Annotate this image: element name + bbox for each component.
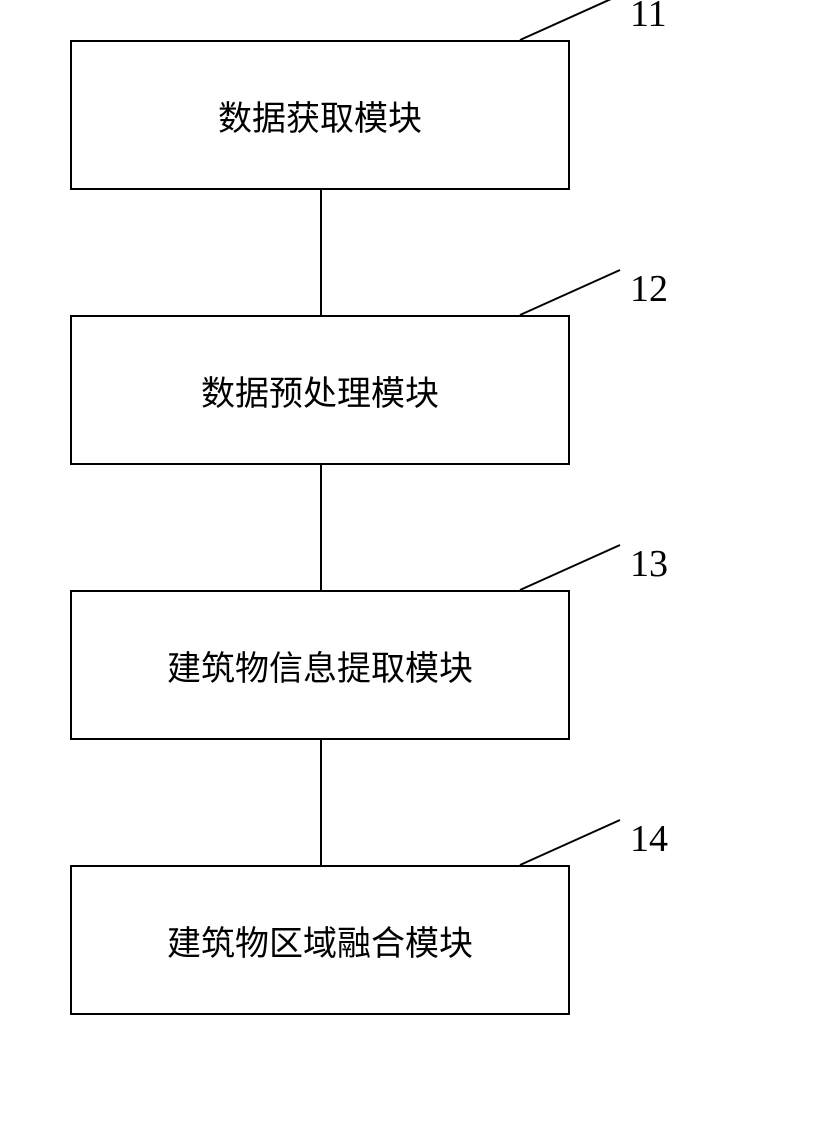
node-wrapper-1: 11 数据获取模块 [70,40,710,190]
callout-tick-1 [520,0,620,40]
node-box-1: 数据获取模块 [70,40,570,190]
callout-label-1: 11 [630,0,667,36]
callout-tick-2 [520,270,620,315]
node-box-3: 建筑物信息提取模块 [70,590,570,740]
callout-label-3: 13 [630,542,668,586]
node-text-2: 数据预处理模块 [201,366,439,415]
callout-label-2: 12 [630,267,668,311]
node-box-2: 数据预处理模块 [70,315,570,465]
flowchart-diagram: 11 数据获取模块 12 数据预处理模块 13 建筑物信息提取模块 14 [70,40,710,1015]
callout-tick-3 [520,545,620,590]
callout-tick-4 [520,820,620,865]
node-text-3: 建筑物信息提取模块 [167,641,473,690]
callout-label-4: 14 [630,817,668,861]
node-box-4: 建筑物区域融合模块 [70,865,570,1015]
node-wrapper-4: 14 建筑物区域融合模块 [70,865,710,1015]
node-wrapper-2: 12 数据预处理模块 [70,315,710,465]
node-text-1: 数据获取模块 [218,91,422,140]
node-wrapper-3: 13 建筑物信息提取模块 [70,590,710,740]
node-text-4: 建筑物区域融合模块 [167,916,473,965]
